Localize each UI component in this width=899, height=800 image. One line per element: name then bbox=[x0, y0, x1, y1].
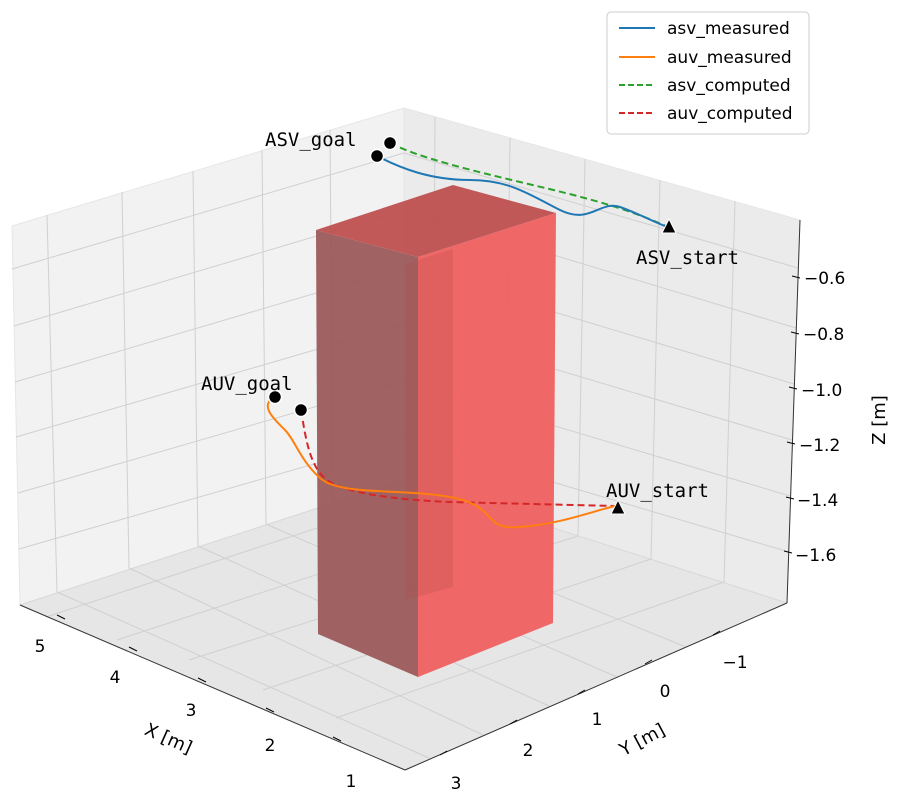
asv-measured-line bbox=[376, 155, 669, 228]
z-tick-label: −1.2 bbox=[799, 436, 840, 456]
auv-start-annotation: AUV_start bbox=[606, 480, 709, 502]
z-tick-label: −1.6 bbox=[795, 546, 836, 566]
asv-start-marker bbox=[661, 217, 677, 234]
asv-goal-measured-marker bbox=[369, 148, 385, 164]
y-axis-label: Y [m] bbox=[615, 720, 668, 762]
obstacle-box bbox=[316, 185, 556, 677]
z-tick-label: −1.4 bbox=[797, 491, 838, 511]
markers bbox=[267, 135, 677, 515]
z-axis: −0.6 −0.8 −1.0 −1.2 −1.4 −1.6 Z [m] bbox=[783, 269, 890, 566]
z-tick-label: −1.0 bbox=[801, 381, 842, 401]
x-tick-label: 5 bbox=[35, 637, 46, 657]
auv-goal-annotation: AUV_goal bbox=[201, 373, 293, 395]
auv-start-marker bbox=[610, 498, 626, 515]
auv-computed-line bbox=[300, 409, 616, 507]
box-left-face bbox=[316, 230, 418, 677]
y-tick-label: 2 bbox=[523, 741, 534, 761]
y-tick-label: 1 bbox=[592, 710, 603, 730]
legend-label-auv-computed: auv_computed bbox=[667, 104, 793, 124]
trajectories bbox=[266, 142, 669, 529]
annotations: ASV_goal ASV_start AUV_goal AUV_start bbox=[201, 129, 739, 502]
y-tick-label: 3 bbox=[451, 774, 462, 794]
auv-goal-measured-marker bbox=[267, 389, 283, 405]
asv-goal-annotation: ASV_goal bbox=[265, 129, 357, 151]
asv-goal-computed-marker bbox=[382, 135, 398, 151]
legend-label-asv-computed: asv_computed bbox=[667, 76, 791, 96]
box-inner-face bbox=[405, 249, 453, 600]
y-tick-label: −1 bbox=[722, 653, 747, 673]
x-tick-label: 1 bbox=[346, 772, 357, 792]
box-right-face bbox=[418, 213, 556, 677]
axis-lines bbox=[19, 219, 801, 771]
x-tick-label: 2 bbox=[265, 736, 276, 756]
y-tick-label: 0 bbox=[660, 682, 671, 702]
x-axis-label: X [m] bbox=[141, 719, 195, 758]
asv-computed-line bbox=[389, 142, 669, 228]
z-axis-label: Z [m] bbox=[869, 395, 890, 445]
auv-goal-computed-marker bbox=[293, 402, 309, 418]
legend-label-asv-measured: asv_measured bbox=[667, 19, 790, 39]
z-tick-label: −0.8 bbox=[803, 325, 844, 345]
legend: asv_measured auv_measured asv_computed a… bbox=[606, 11, 810, 135]
box-top-face bbox=[316, 185, 556, 257]
legend-label-auv-measured: auv_measured bbox=[667, 48, 792, 68]
x-tick-label: 4 bbox=[110, 668, 121, 688]
asv-start-annotation: ASV_start bbox=[636, 247, 739, 269]
x-tick-label: 3 bbox=[186, 701, 197, 721]
z-tick-label: −0.6 bbox=[804, 269, 845, 289]
auv-measured-line bbox=[266, 396, 616, 529]
legend-box bbox=[606, 11, 810, 135]
